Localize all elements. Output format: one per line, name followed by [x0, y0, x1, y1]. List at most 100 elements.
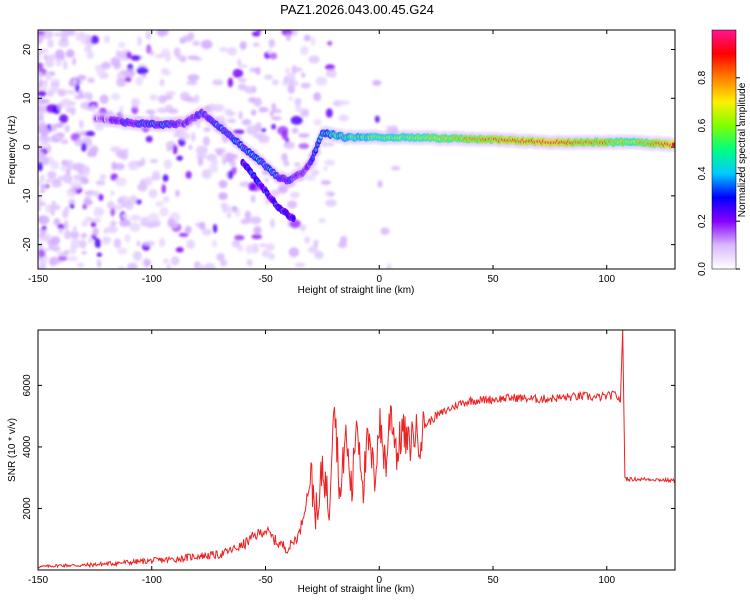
spectrogram-speckle — [295, 102, 302, 113]
spectrogram-speckle — [40, 183, 47, 191]
spectrogram-speckle — [271, 123, 276, 130]
spectrogram-speckle — [252, 243, 258, 251]
spectrogram-speckle — [91, 145, 99, 154]
spectrogram-speckle — [38, 30, 46, 36]
spectrogram-speckle — [244, 210, 251, 221]
spectrogram-speckle — [51, 236, 61, 245]
spectrogram-speckle — [241, 118, 252, 126]
spectrogram-speckle — [159, 238, 166, 248]
spectrogram-speckle — [47, 38, 54, 49]
spectrogram-speckle — [214, 147, 226, 154]
spectrogram-speckle — [314, 250, 324, 260]
spectrogram-speckle — [265, 243, 275, 252]
spectrogram-speckle — [301, 72, 306, 78]
figure-title: PAZ1.2026.043.00.45.G24 — [280, 2, 434, 17]
spectrogram-speckle — [38, 53, 41, 62]
spectrogram-speckle — [53, 217, 61, 227]
spectrogram-speckle — [159, 206, 169, 217]
spectrogram-speckle — [310, 37, 316, 47]
spectrogram-speckle — [253, 225, 262, 235]
spectrogram-y-tick-label: -20 — [22, 237, 33, 252]
spectrogram-speckle — [170, 256, 180, 266]
spectrogram-speckle — [54, 49, 65, 60]
snr-plot-area — [38, 330, 675, 570]
spectrogram-speckle — [38, 236, 50, 241]
spectrogram-speckle — [38, 161, 44, 172]
spectrogram-speckle — [79, 177, 89, 185]
spectrogram-speckle — [118, 41, 126, 49]
spectrogram-speckle — [249, 216, 262, 225]
spectrogram-speckle — [47, 171, 57, 179]
spectrogram-speckle — [127, 262, 138, 269]
spectrogram-speckle — [96, 66, 106, 77]
spectrogram-speckle — [270, 116, 282, 121]
spectrogram-speckle — [167, 217, 175, 228]
spectrogram-speckle — [250, 109, 257, 116]
spectrogram-speckle — [137, 182, 148, 192]
spectrogram-speckle — [117, 198, 123, 204]
spectrogram-speckle — [80, 101, 92, 110]
spectrogram-speckle — [281, 153, 288, 162]
spectrogram-speckle — [63, 249, 70, 255]
spectrogram-speckle — [372, 79, 382, 87]
spectrogram-speckle — [129, 214, 141, 222]
spectrogram-speckle — [41, 136, 50, 144]
spectrogram-speckle — [237, 83, 248, 91]
spectrogram-speckle — [163, 258, 168, 264]
spectrogram-speckle — [76, 137, 82, 145]
spectrogram-speckle — [218, 105, 225, 111]
spectrogram-speckle — [201, 169, 212, 180]
snr-x-tick-label: -50 — [258, 575, 273, 586]
spectrogram-speckle — [300, 45, 309, 56]
spectrogram-speckle — [106, 201, 115, 210]
spectrogram-speckle — [44, 57, 55, 68]
spectrogram-speckle — [226, 47, 238, 56]
spectrogram-speckle — [51, 246, 61, 251]
spectrogram-speckle — [133, 162, 139, 169]
spectrogram-speckle — [110, 93, 121, 101]
spectrogram-speckle — [57, 223, 65, 230]
spectrogram-speckle — [113, 204, 124, 211]
spectrogram-speckle — [269, 52, 278, 60]
spectrogram-speckle — [125, 76, 132, 83]
spectrogram-speckle — [110, 56, 121, 66]
spectrogram-speckle — [38, 215, 50, 225]
spectrogram-speckle — [54, 32, 63, 37]
spectrogram-speckle — [38, 62, 44, 69]
spectrogram-speckle — [84, 190, 96, 196]
spectrogram-speckle — [256, 30, 262, 33]
spectrogram-speckle — [298, 143, 310, 149]
spectrogram-speckle — [320, 180, 331, 185]
spectrogram-speckle — [182, 34, 193, 42]
spectrogram-speckle — [149, 94, 158, 101]
spectrogram-speckle — [38, 97, 43, 103]
spectrogram-y-label: Frequency (Hz) — [7, 116, 18, 185]
spectrogram-speckle — [50, 78, 61, 83]
spectrogram-speckle — [277, 184, 288, 194]
spectrogram-speckle — [146, 44, 152, 55]
spectrogram-speckle — [239, 181, 251, 188]
spectrogram-speckle — [85, 33, 92, 44]
spectrogram-speckle — [72, 76, 78, 87]
spectrogram-speckle — [119, 218, 131, 227]
spectrogram-x-tick-label: -100 — [142, 274, 162, 285]
spectrogram-x-label: Height of straight line (km) — [298, 285, 415, 296]
spectrogram-speckle — [218, 192, 228, 201]
spectrogram-y-tick-label: -10 — [22, 188, 33, 203]
spectrogram-speckle — [69, 230, 80, 239]
spectrogram-speckle — [124, 234, 131, 243]
spectrogram-speckle — [250, 195, 256, 203]
spectrogram-speckle — [149, 158, 159, 164]
spectrogram-speckle — [78, 89, 84, 98]
spectrogram-speckle — [386, 263, 392, 269]
spectrogram-speckle — [38, 242, 43, 250]
spectrogram-speckle — [267, 252, 275, 260]
spectrogram-speckle — [83, 199, 93, 206]
spectrogram-speckle — [260, 128, 267, 133]
spectrogram-speckle — [283, 76, 289, 83]
spectrogram-speckle — [103, 35, 111, 44]
spectrogram-ridge — [91, 105, 675, 223]
colorbar-ticks: 0.0 0.2 0.4 0.6 0.8 — [697, 70, 740, 276]
spectrogram-speckle — [145, 109, 156, 115]
spectrogram-speckle — [152, 170, 161, 181]
